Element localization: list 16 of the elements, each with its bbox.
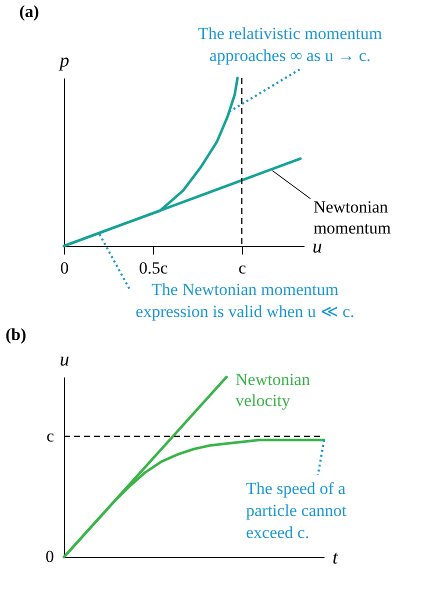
series-label: Newtonian velocity [236,370,311,410]
text: 0 [46,547,54,566]
x-axis-title: u [312,236,322,258]
x-tick-label: 0 [60,258,69,278]
ref-line-label: c [46,426,54,446]
x-tick-label: c [238,258,247,278]
y-axis-title: p [58,50,70,72]
text: Newtonian momentum [313,198,391,238]
chart-title: (b) [6,325,26,344]
annotation: The relativistic momentum approaches ∞ as u → c. [198,24,382,65]
chart-title: (a) [19,2,40,21]
y-axis-title: u [60,350,70,370]
x-axis-title: t [332,548,338,568]
x-tick-label: 0.5c [138,258,168,278]
annotation: The speed of a particle cannot exceed c. [246,479,347,542]
annotation: The Newtonian momentum expression is valid when u ≪ c. [136,280,354,321]
